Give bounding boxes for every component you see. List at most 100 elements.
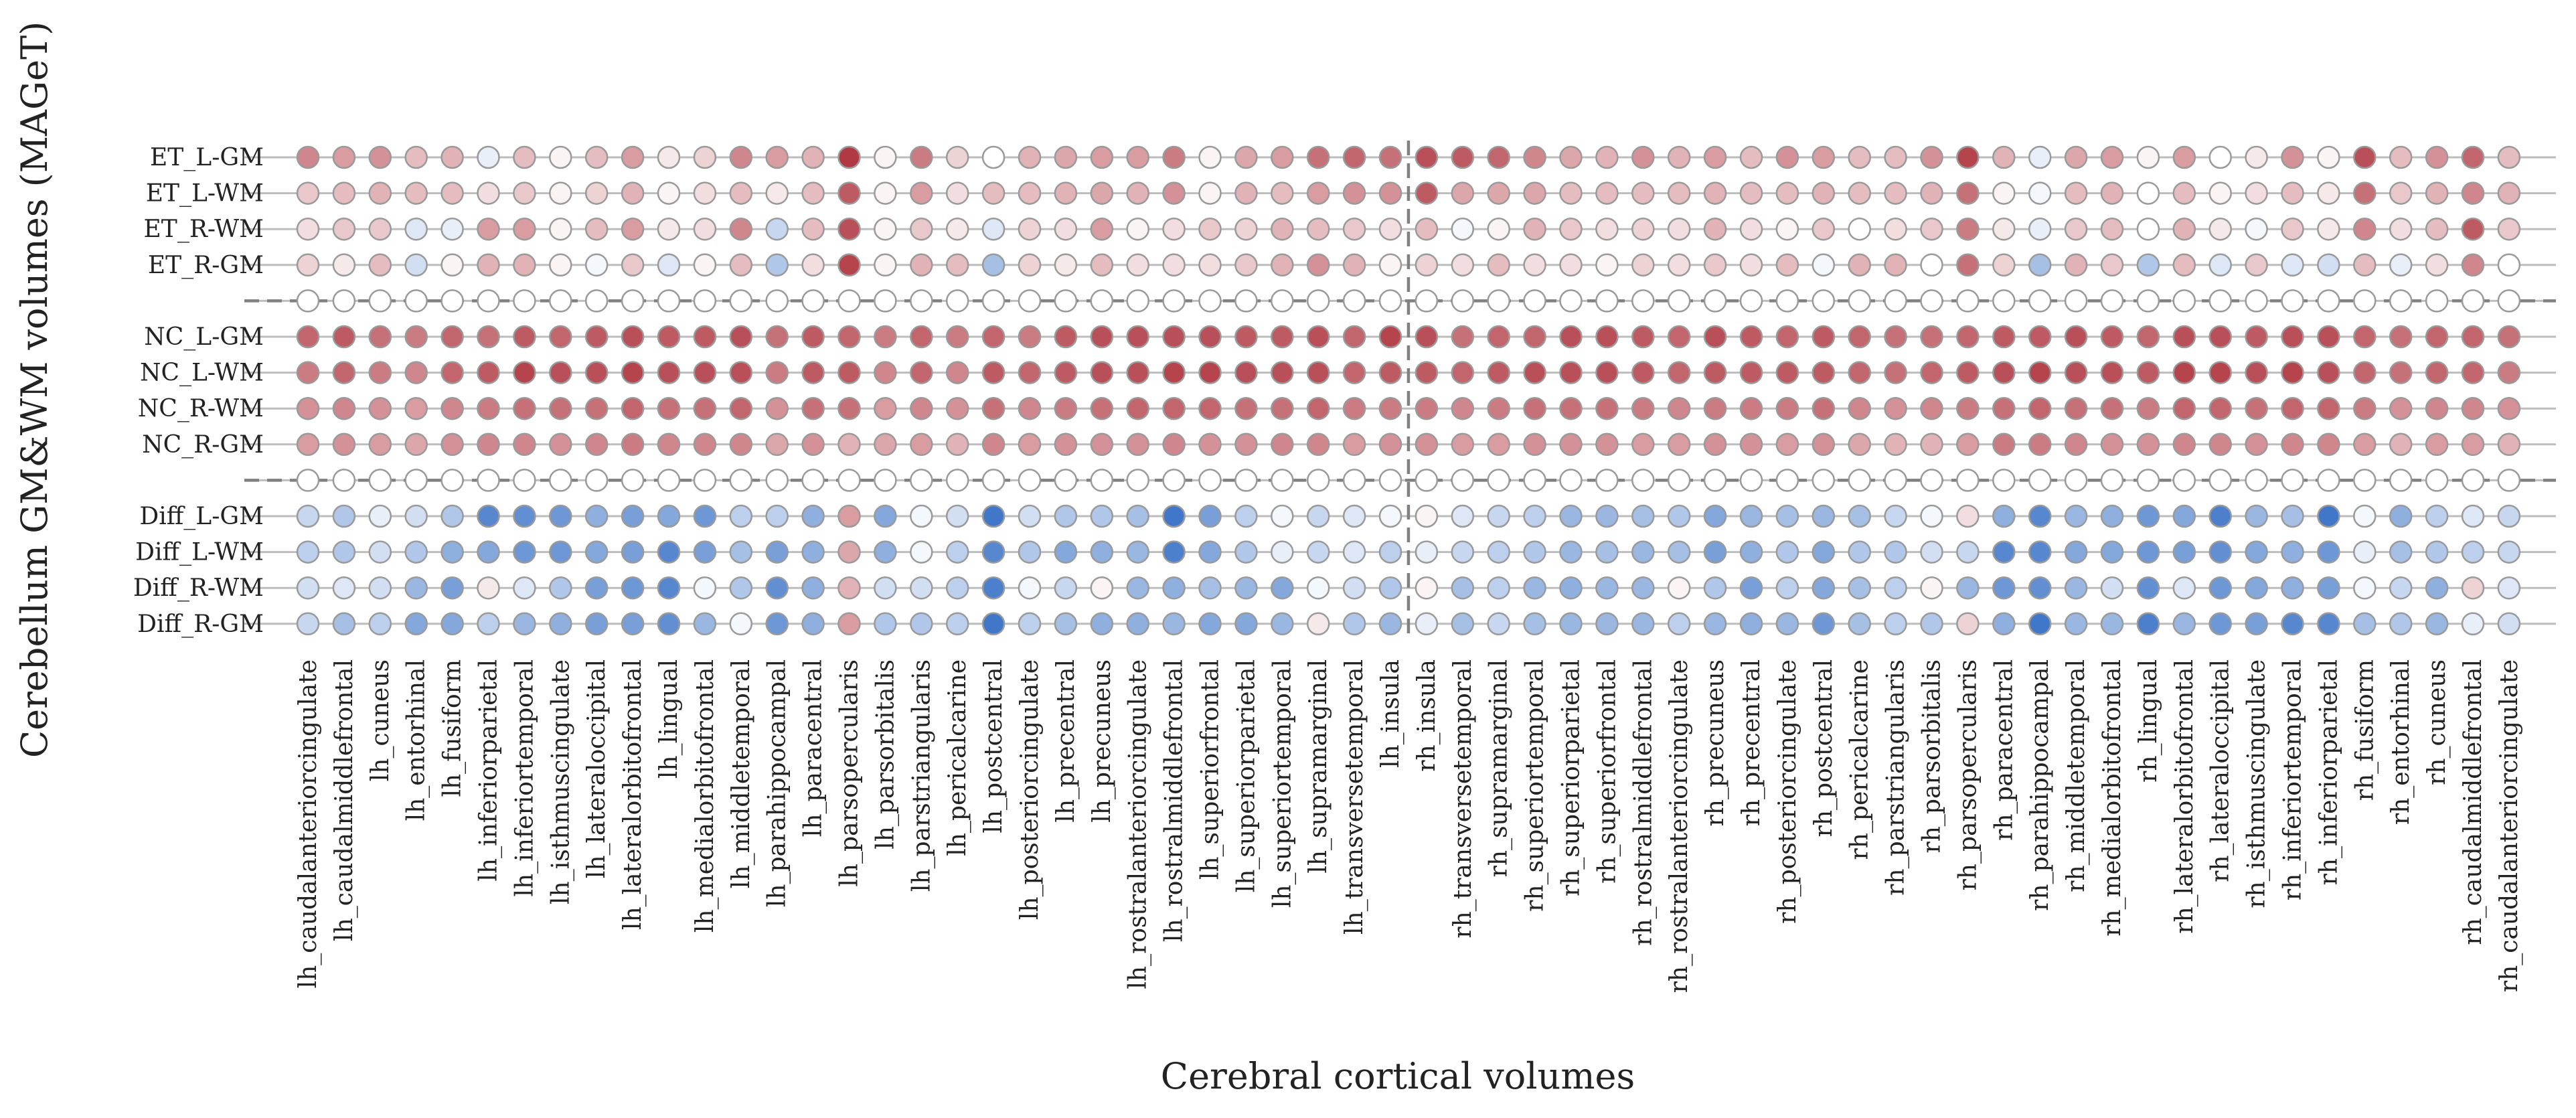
dot-mark — [2425, 289, 2449, 313]
dot-mark — [1234, 432, 1258, 457]
dot-mark — [1523, 504, 1546, 528]
dot-mark — [874, 145, 897, 169]
dot-mark — [621, 217, 645, 241]
dot-mark — [1884, 289, 1907, 313]
dot-mark — [1487, 361, 1510, 384]
dot-mark — [693, 289, 717, 313]
dot-mark — [1162, 540, 1186, 564]
dot-mark — [513, 612, 536, 636]
dot-mark — [2425, 181, 2449, 205]
dot-mark — [729, 432, 753, 457]
dot-mark — [693, 576, 717, 600]
dot-mark — [1595, 289, 1619, 313]
dot-mark — [1378, 576, 1402, 600]
dot-mark — [2136, 469, 2160, 492]
dot-mark — [332, 145, 356, 169]
dot-mark — [2172, 181, 2196, 205]
dot-mark — [1451, 361, 1475, 384]
dot-mark — [1848, 432, 1871, 457]
dot-mark — [945, 145, 969, 169]
dot-mark — [1415, 612, 1439, 636]
dot-mark — [2172, 361, 2196, 384]
dot-mark — [1451, 217, 1475, 241]
dot-mark — [1703, 432, 1727, 457]
dot-mark — [2136, 540, 2160, 564]
dot-mark — [2208, 181, 2232, 205]
dot-mark — [1126, 432, 1149, 457]
dot-mark — [2064, 396, 2088, 420]
dot-mark — [2425, 253, 2449, 277]
dot-mark — [2497, 289, 2521, 313]
dot-mark — [2497, 504, 2521, 528]
dot-mark — [1378, 325, 1402, 349]
dot-mark — [1848, 612, 1871, 636]
dot-mark — [404, 432, 428, 457]
dot-mark — [404, 325, 428, 349]
dot-mark — [1523, 396, 1546, 420]
dot-mark — [621, 361, 645, 384]
dot-mark — [2389, 181, 2413, 205]
dot-mark — [1703, 217, 1727, 241]
dot-mark — [693, 469, 717, 492]
dot-mark — [404, 181, 428, 205]
dot-mark — [584, 181, 609, 205]
dot-mark — [910, 612, 933, 636]
dot-mark — [2136, 361, 2160, 384]
dot-mark — [1992, 540, 2016, 564]
dot-mark — [1703, 325, 1727, 349]
dot-mark — [2425, 469, 2449, 492]
dot-mark — [1126, 504, 1149, 528]
dot-mark — [1703, 253, 1727, 277]
column-label: rh_rostralanteriorcingulate — [1666, 659, 1693, 993]
dot-mark — [2208, 289, 2232, 313]
dot-mark — [765, 289, 789, 313]
dot-mark — [1415, 540, 1439, 564]
dot-mark — [1739, 325, 1763, 349]
dot-mark — [981, 253, 1005, 277]
dot-mark — [2461, 325, 2485, 349]
dot-mark — [729, 396, 753, 420]
dot-mark — [1739, 181, 1763, 205]
dot-mark — [1054, 432, 1078, 457]
dot-mark — [874, 396, 897, 420]
dot-mark — [1271, 325, 1294, 349]
dot-mark — [2389, 540, 2413, 564]
dot-mark — [440, 217, 464, 241]
dot-mark — [368, 253, 392, 277]
dot-mark — [1306, 181, 1330, 205]
dot-mark — [1378, 469, 1402, 492]
column-label: lh_pericalcarine — [944, 659, 971, 856]
dot-mark — [1162, 325, 1186, 349]
dot-mark — [1054, 396, 1078, 420]
dot-mark — [2245, 469, 2268, 492]
dot-mark — [765, 540, 789, 564]
column-label: rh_transversetemporal — [1449, 659, 1477, 939]
dot-mark — [1920, 432, 1943, 457]
dot-mark — [729, 504, 753, 528]
dot-mark — [1631, 217, 1655, 241]
dot-mark — [1631, 432, 1655, 457]
dot-mark — [2172, 469, 2196, 492]
dot-mark — [296, 289, 320, 313]
dot-mark — [1234, 469, 1258, 492]
dot-mark — [657, 612, 681, 636]
dot-mark — [368, 540, 392, 564]
dot-mark — [837, 612, 861, 636]
dot-mark — [801, 576, 825, 600]
dot-mark — [2317, 289, 2340, 313]
row-label: NC_R-WM — [138, 395, 264, 422]
dot-mark — [440, 469, 464, 492]
dot-mark — [1162, 504, 1186, 528]
dot-mark — [1342, 325, 1366, 349]
dot-mark — [1451, 396, 1475, 420]
dot-mark — [765, 396, 789, 420]
dot-mark — [2353, 612, 2377, 636]
column-label: rh_parsorbitalis — [1919, 659, 1946, 853]
dot-mark — [1271, 289, 1294, 313]
dot-mark — [332, 432, 356, 457]
dot-mark — [296, 325, 320, 349]
column-label: lh_parstriangularis — [908, 659, 935, 892]
dot-mark — [1992, 396, 2016, 420]
dot-mark — [1523, 145, 1546, 169]
dot-mark — [2317, 361, 2340, 384]
